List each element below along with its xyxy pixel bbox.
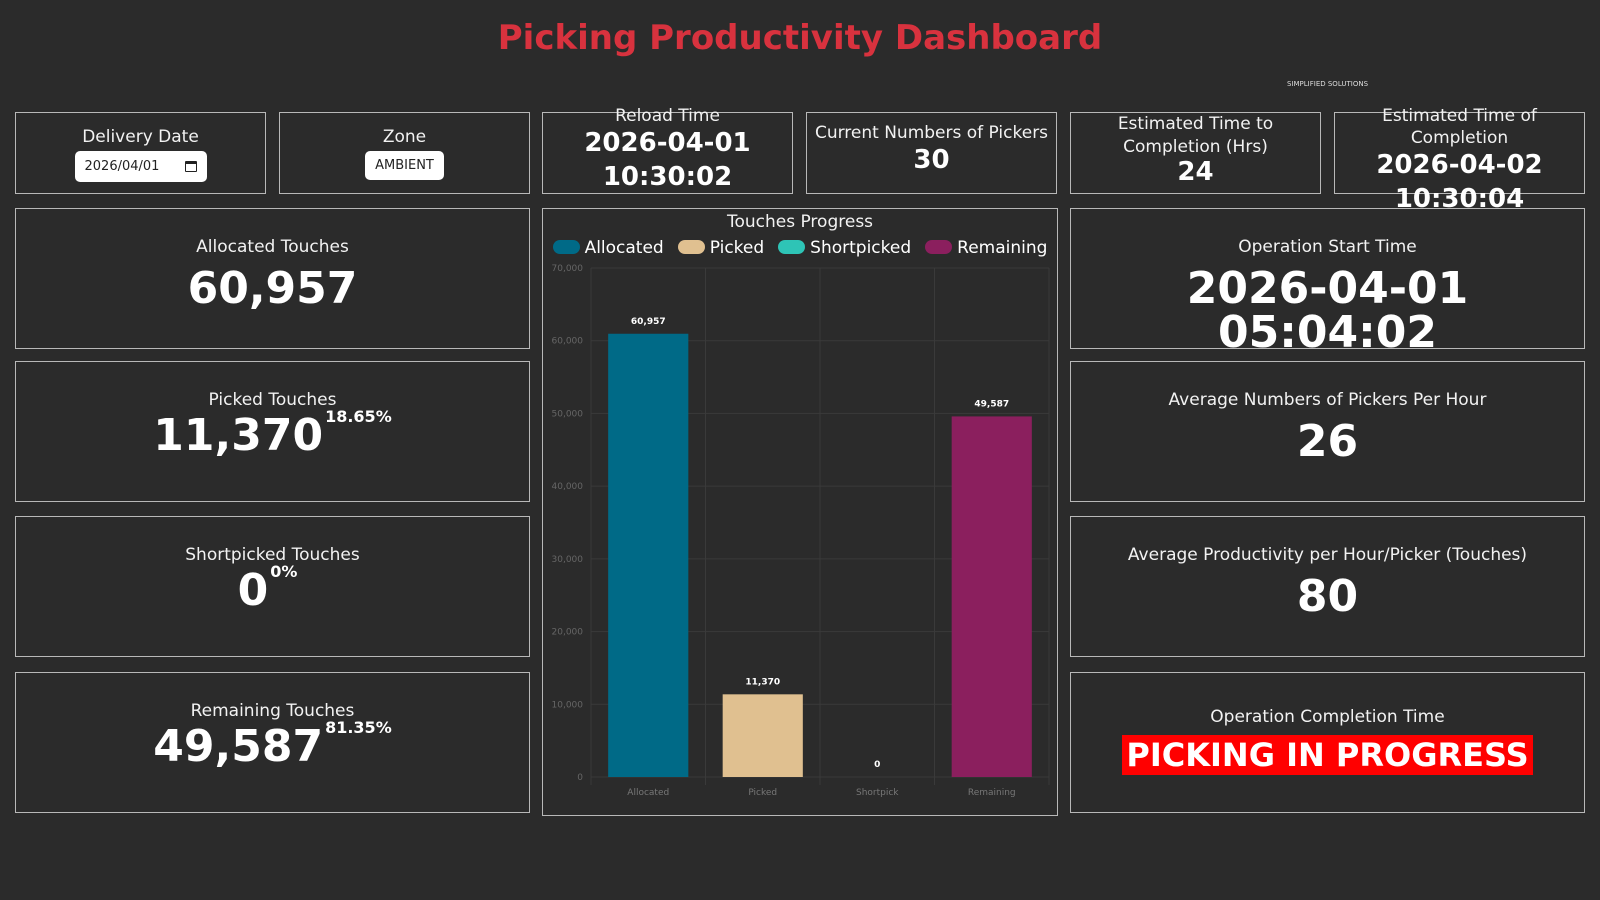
y-tick-label: 70,000	[552, 264, 584, 274]
reload-time-card: Reload Time 2026-04-01 10:30:02	[542, 106, 793, 194]
x-tick-label: Shortpick	[856, 788, 899, 798]
etc-hours-value: 24	[1177, 156, 1214, 187]
y-tick-label: 0	[577, 773, 583, 783]
delivery-date-card: Delivery Date 2026/04/01	[15, 112, 266, 194]
bar-remaining	[951, 416, 1032, 777]
reload-time: 10:30:02	[602, 161, 733, 192]
avg-pickers-value: 26	[1296, 416, 1359, 467]
y-tick-label: 20,000	[552, 628, 584, 638]
data-label: 0	[874, 760, 880, 770]
allocated-touches-card: Allocated Touches 60,957	[15, 208, 530, 349]
picked-touches-label: Picked Touches	[208, 390, 337, 410]
zone-card: Zone AMBIENT	[279, 112, 530, 194]
delivery-date-input[interactable]: 2026/04/01	[74, 151, 207, 182]
remaining-touches-label: Remaining Touches	[190, 701, 355, 721]
eto-label: Estimated Time of Completion	[1382, 106, 1537, 149]
legend-swatch	[925, 240, 953, 254]
avg-productivity-label: Average Productivity per Hour/Picker (To…	[1127, 545, 1528, 565]
avg-pickers-label: Average Numbers of Pickers Per Hour	[1168, 390, 1487, 410]
operation-start-value: 2026-04-01 05:04:02	[1186, 263, 1469, 358]
data-label: 11,370	[745, 677, 780, 687]
picked-touches-value: 11,370	[153, 410, 324, 461]
picked-touches-card: Picked Touches 11,370 18.65%	[15, 361, 530, 502]
zone-label: Zone	[382, 127, 427, 147]
bar-allocated	[608, 333, 689, 777]
y-tick-label: 60,000	[552, 337, 584, 347]
legend-swatch	[677, 240, 705, 254]
operation-completion-label: Operation Completion Time	[1210, 707, 1445, 727]
x-tick-label: Picked	[748, 788, 777, 798]
operation-start-card: Operation Start Time 2026-04-01 05:04:02	[1070, 208, 1585, 355]
chart-legend: Allocated Picked Shortpicked Remaining	[543, 238, 1057, 258]
remaining-touches-percent: 81.35%	[325, 718, 392, 737]
legend-item-allocated[interactable]: Allocated	[552, 238, 664, 258]
operation-start-label: Operation Start Time	[1238, 237, 1417, 257]
bar-chart: 0 10,000 20,000 30,000 40,000 50,000 60,000 70,…	[552, 264, 1050, 798]
reload-date: 2026-04-01	[584, 128, 751, 159]
allocated-touches-value: 60,957	[187, 263, 358, 314]
current-pickers-value: 30	[913, 145, 950, 175]
y-tick-label: 10,000	[552, 700, 584, 710]
picked-touches-percent: 18.65%	[325, 407, 392, 426]
brand-label: SIMPLIFIED SOLUTIONS	[1287, 80, 1369, 88]
etc-hours-label: Estimated Time to Completion (Hrs)	[1117, 114, 1274, 157]
page-title: Picking Productivity Dashboard	[497, 18, 1103, 58]
shortpicked-touches-label: Shortpicked Touches	[185, 545, 360, 565]
shortpicked-touches-value: 0	[237, 565, 269, 616]
touches-progress-chart-card: Touches Progress Allocated Picked Shortp…	[542, 208, 1058, 816]
delivery-date-value: 2026/04/01	[84, 159, 160, 174]
x-tick-label: Remaining	[968, 788, 1016, 798]
operation-completion-card: Operation Completion Time PICKING IN PRO…	[1070, 672, 1585, 813]
eto-card: Estimated Time of Completion 2026-04-02 …	[1334, 106, 1585, 214]
delivery-date-label: Delivery Date	[82, 127, 199, 147]
reload-time-label: Reload Time	[615, 106, 720, 126]
shortpicked-touches-percent: 0%	[270, 562, 298, 581]
x-tick-label: Allocated	[627, 788, 669, 798]
legend-swatch	[778, 240, 806, 254]
remaining-touches-value: 49,587	[153, 721, 324, 772]
legend-swatch	[552, 240, 580, 254]
current-pickers-label: Current Numbers of Pickers	[814, 123, 1049, 143]
current-pickers-card: Current Numbers of Pickers 30	[806, 112, 1057, 194]
data-label: 49,587	[974, 399, 1009, 409]
calendar-icon[interactable]	[184, 161, 197, 172]
bar-picked	[722, 694, 803, 777]
picking-status-badge: PICKING IN PROGRESS	[1122, 735, 1533, 775]
zone-select[interactable]: AMBIENT	[365, 151, 444, 180]
chart-title: Touches Progress	[726, 212, 874, 232]
eto-date: 2026-04-02	[1376, 150, 1543, 181]
shortpicked-touches-card: Shortpicked Touches 0 0%	[15, 516, 530, 657]
avg-pickers-card: Average Numbers of Pickers Per Hour 26	[1070, 361, 1585, 502]
y-tick-label: 40,000	[552, 482, 584, 492]
allocated-touches-label: Allocated Touches	[196, 237, 349, 257]
avg-productivity-value: 80	[1296, 571, 1359, 622]
legend-item-shortpicked[interactable]: Shortpicked	[778, 238, 911, 258]
remaining-touches-card: Remaining Touches 49,587 81.35%	[15, 672, 530, 813]
avg-productivity-card: Average Productivity per Hour/Picker (To…	[1070, 516, 1585, 657]
y-tick-label: 50,000	[552, 409, 584, 419]
data-label: 60,957	[631, 317, 666, 327]
legend-item-picked[interactable]: Picked	[677, 238, 764, 258]
etc-hours-card: Estimated Time to Completion (Hrs) 24	[1070, 112, 1321, 194]
legend-item-remaining[interactable]: Remaining	[925, 238, 1047, 258]
y-tick-label: 30,000	[552, 555, 584, 565]
